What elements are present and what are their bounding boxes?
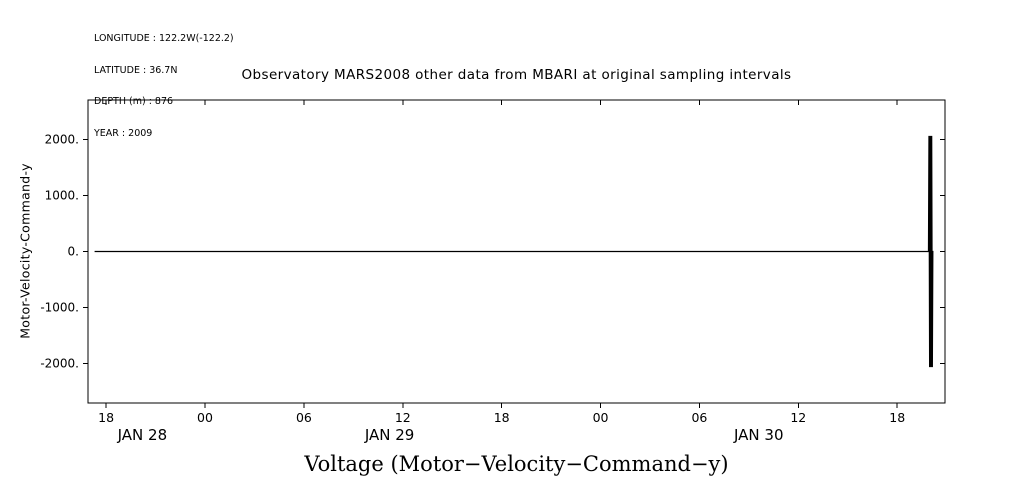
chart-title: Observatory MARS2008 other data from MBA… [241, 67, 792, 83]
metadata-block: LONGITUDE : 122.2W(-122.2) LATITUDE : 36… [94, 13, 234, 160]
x-axis-title: Voltage (Motor−Velocity−Command−y) [304, 452, 729, 476]
y-tick-label: -1000. [40, 301, 79, 315]
x-tick-label: 00 [593, 410, 609, 425]
metadata-year: YEAR : 2009 [94, 127, 153, 139]
y-tick-label: 1000. [45, 188, 79, 202]
x-tick-label: 18 [889, 410, 905, 425]
x-tick-label: 12 [790, 410, 806, 425]
x-tick-label: 18 [494, 410, 510, 425]
x-date-label: JAN 29 [364, 426, 415, 444]
x-tick-label: 12 [395, 410, 411, 425]
y-tick-label: 0. [68, 245, 79, 259]
y-tick-label: -2000. [40, 357, 79, 371]
x-date-label: JAN 28 [117, 426, 168, 444]
metadata-longitude: LONGITUDE : 122.2W(-122.2) [94, 33, 234, 44]
x-tick-label: 18 [98, 410, 114, 425]
data-series-motor-velocity-command-y [94, 135, 934, 368]
y-tick-label: 2000. [45, 132, 79, 146]
x-tick-label: 00 [197, 410, 213, 425]
x-tick-label: 06 [296, 410, 312, 425]
x-date-label: JAN 30 [733, 426, 784, 444]
x-tick-label: 06 [691, 410, 707, 425]
metadata-latitude: LATITUDE : 36.7N [94, 64, 178, 76]
metadata-depth: DEPTH (m) : 876 [94, 96, 174, 107]
